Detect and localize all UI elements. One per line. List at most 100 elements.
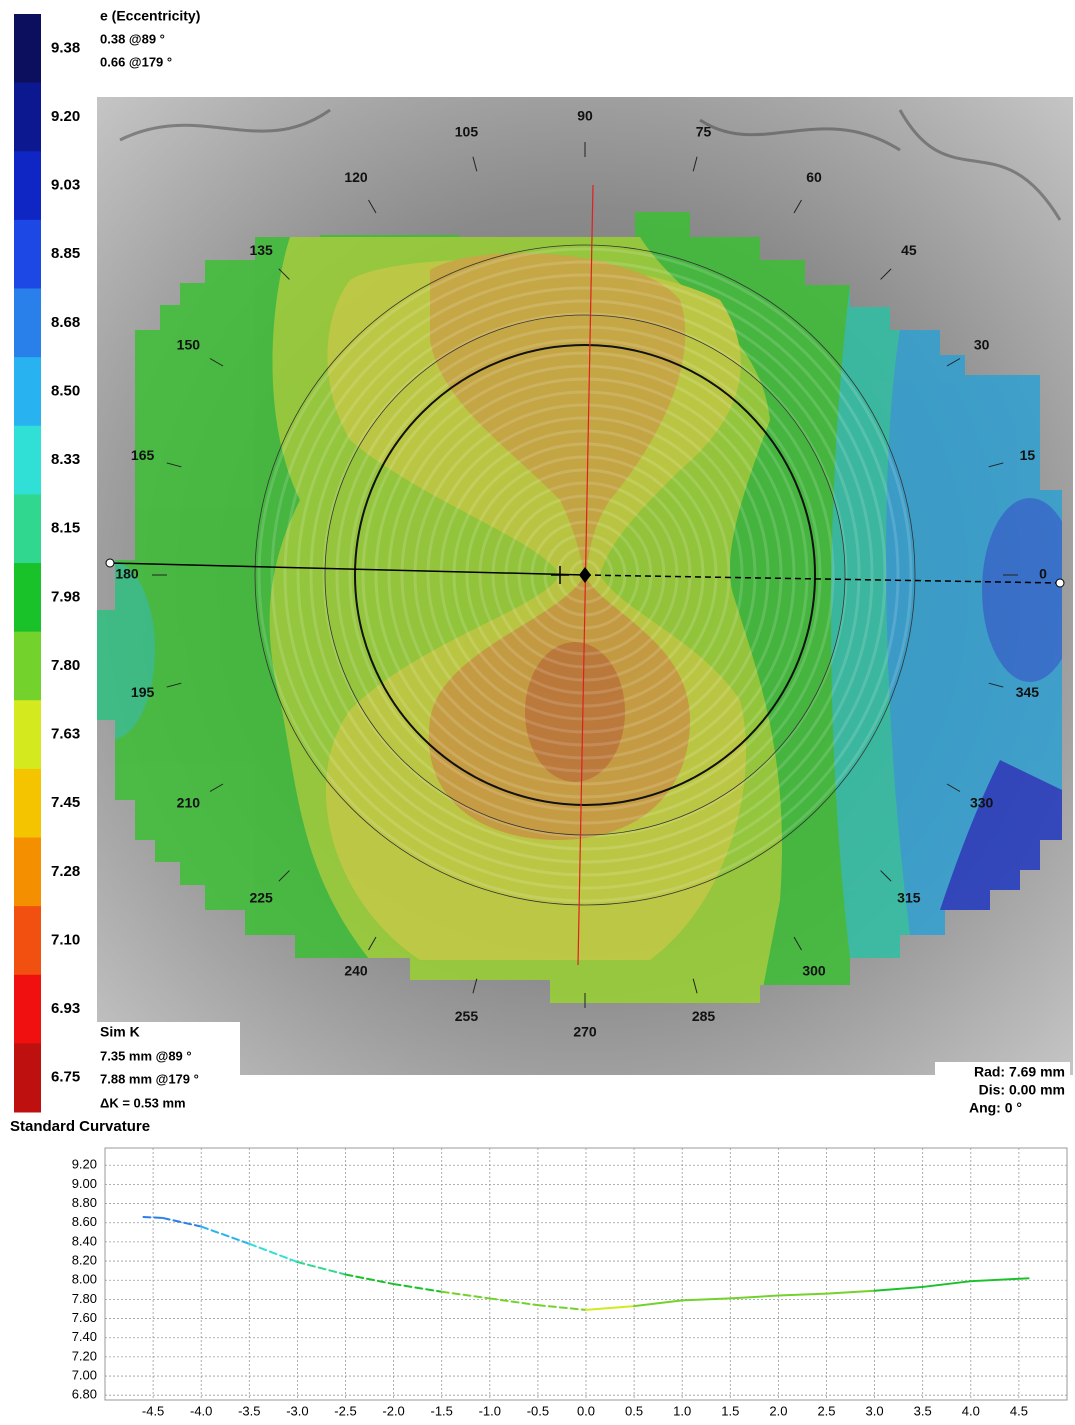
scale-cell (14, 563, 41, 632)
x-tick-label: -0.5 (527, 1403, 549, 1418)
scale-label: 7.80 (51, 657, 80, 674)
axis-end (106, 559, 114, 567)
scale-cell (14, 14, 41, 83)
x-tick-label: 2.0 (769, 1403, 787, 1418)
position-value: Dis: 0.00 mm (979, 1082, 1065, 1098)
scale-label: 8.85 (51, 245, 80, 262)
x-tick-label: -1.0 (479, 1403, 501, 1418)
angle-label: 225 (249, 890, 273, 906)
angle-label: 105 (455, 123, 479, 139)
position-value: Ang: 0 ° (969, 1100, 1022, 1116)
page: {"eccentricity": {"title": "e (Eccentric… (0, 0, 1075, 1420)
x-tick-label: -4.5 (142, 1403, 164, 1418)
x-tick-label: 0.5 (625, 1403, 643, 1418)
scale-label: 8.68 (51, 314, 80, 331)
x-tick-label: 4.5 (1010, 1403, 1028, 1418)
angle-label: 195 (131, 684, 155, 700)
sim-k-value: 7.88 mm @179 ° (100, 1071, 199, 1086)
color-scale: 9.389.209.038.858.688.508.338.157.987.80… (14, 14, 80, 1113)
y-tick-label: 7.40 (72, 1329, 97, 1344)
x-tick-label: -3.5 (238, 1403, 260, 1418)
y-tick-label: 7.80 (72, 1291, 97, 1306)
eccentricity-title: e (Eccentricity) (100, 8, 200, 24)
y-tick-label: 8.40 (72, 1233, 97, 1248)
angle-label: 90 (577, 108, 593, 124)
x-tick-label: 0.0 (577, 1403, 595, 1418)
angle-label: 60 (806, 169, 822, 185)
x-tick-label: 1.5 (721, 1403, 739, 1418)
scale-label: 9.20 (51, 108, 80, 125)
angle-label: 270 (573, 1024, 597, 1040)
angle-label: 255 (455, 1008, 479, 1024)
x-tick-label: -1.5 (430, 1403, 452, 1418)
angle-label: 300 (802, 962, 826, 978)
angle-label: 45 (901, 242, 917, 258)
angle-label: 120 (344, 169, 368, 185)
x-tick-label: -3.0 (286, 1403, 308, 1418)
scale-cell (14, 289, 41, 358)
y-tick-label: 8.20 (72, 1253, 97, 1268)
scale-cell (14, 838, 41, 907)
angle-label: 180 (115, 566, 139, 582)
scale-cell (14, 220, 41, 289)
scale-label: 9.03 (51, 177, 80, 194)
angle-label: 75 (696, 123, 712, 139)
y-tick-label: 8.60 (72, 1214, 97, 1229)
scale-cell (14, 1043, 41, 1112)
x-tick-label: 2.5 (817, 1403, 835, 1418)
eccentricity-value: 0.38 @89 ° (100, 31, 165, 46)
angle-label: 30 (974, 337, 990, 353)
y-tick-label: 6.80 (72, 1387, 97, 1402)
angle-label: 150 (177, 337, 201, 353)
scale-cell (14, 494, 41, 563)
angle-label: 315 (897, 890, 921, 906)
position-value: Rad: 7.69 mm (974, 1064, 1065, 1080)
x-tick-label: 3.0 (866, 1403, 884, 1418)
scale-label: 6.75 (51, 1069, 80, 1086)
angle-label: 240 (344, 962, 368, 978)
y-tick-label: 8.00 (72, 1272, 97, 1287)
x-tick-label: 3.5 (914, 1403, 932, 1418)
scale-cell (14, 426, 41, 495)
scale-label: 8.15 (51, 520, 80, 537)
scale-label: 7.45 (51, 794, 80, 811)
axis-end (1056, 579, 1064, 587)
scale-label: 7.98 (51, 588, 80, 605)
x-tick-label: -2.5 (334, 1403, 356, 1418)
scale-label: 9.38 (51, 39, 80, 56)
x-tick-label: -2.0 (382, 1403, 404, 1418)
x-tick-label: 1.0 (673, 1403, 691, 1418)
scale-cell (14, 975, 41, 1044)
angle-label: 285 (692, 1008, 716, 1024)
angle-label: 15 (1020, 447, 1036, 463)
chart-title: Standard Curvature (10, 1118, 150, 1135)
scale-cell (14, 700, 41, 769)
sim-k-title: Sim K (100, 1024, 140, 1040)
angle-label: 330 (970, 795, 994, 811)
y-tick-label: 9.00 (72, 1176, 97, 1191)
scale-label: 7.10 (51, 931, 80, 948)
scale-cell (14, 83, 41, 152)
scale-label: 7.63 (51, 726, 80, 743)
screen: 9.389.209.038.858.688.508.338.157.987.80… (0, 0, 1075, 1420)
scale-label: 6.93 (51, 1000, 80, 1017)
scale-label: 8.33 (51, 451, 80, 468)
x-tick-label: -4.0 (190, 1403, 212, 1418)
angle-label: 135 (249, 242, 273, 258)
y-tick-label: 9.20 (72, 1157, 97, 1172)
eccentricity-value: 0.66 @179 ° (100, 54, 172, 69)
angle-label: 0 (1039, 566, 1047, 582)
scale-cell (14, 906, 41, 975)
angle-label: 345 (1016, 684, 1040, 700)
scale-label: 7.28 (51, 863, 80, 880)
angle-label: 210 (177, 795, 201, 811)
angle-label: 165 (131, 447, 155, 463)
scale-cell (14, 357, 41, 426)
sim-k-value: 7.35 mm @89 ° (100, 1048, 192, 1063)
x-tick-label: 4.0 (962, 1403, 980, 1418)
y-tick-label: 7.20 (72, 1348, 97, 1363)
y-tick-label: 7.00 (72, 1367, 97, 1382)
scale-cell (14, 632, 41, 701)
scale-cell (14, 769, 41, 838)
y-tick-label: 8.80 (72, 1195, 97, 1210)
